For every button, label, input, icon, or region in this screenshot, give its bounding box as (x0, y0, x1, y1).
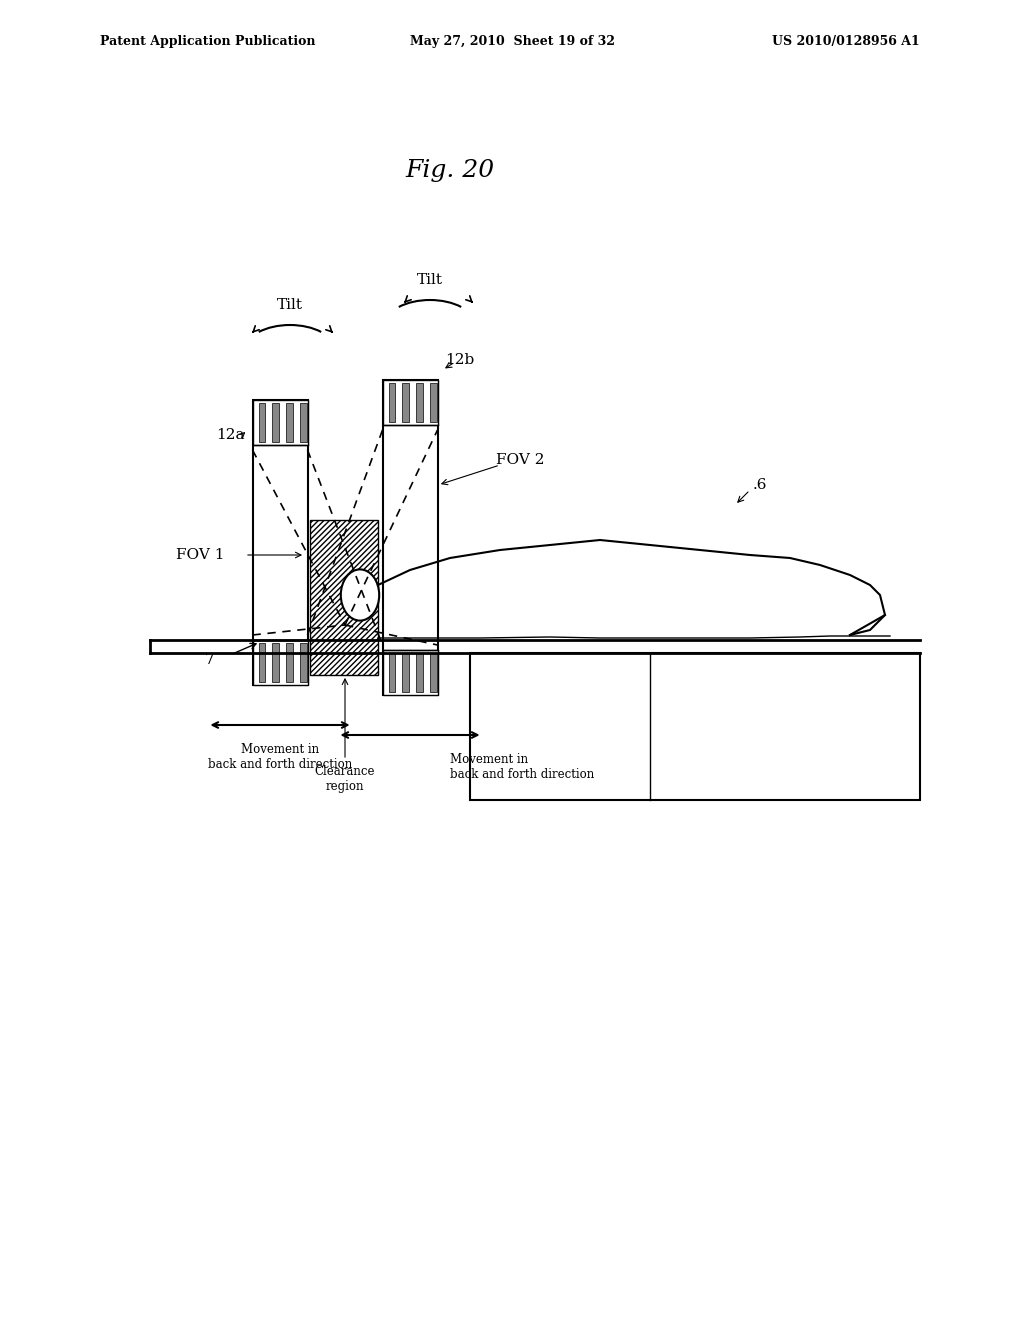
Text: 12b: 12b (445, 352, 475, 367)
Text: Tilt: Tilt (278, 298, 303, 312)
Text: FOV 1: FOV 1 (176, 548, 224, 562)
Text: 12a: 12a (216, 428, 245, 442)
Bar (286, 403, 293, 442)
Bar (383, 649, 437, 696)
Text: Tilt: Tilt (417, 273, 443, 286)
Bar (300, 403, 307, 442)
Bar (259, 403, 265, 442)
Text: US 2010/0128956 A1: US 2010/0128956 A1 (772, 36, 920, 48)
Bar (272, 403, 280, 442)
Bar (416, 653, 423, 692)
Bar (470, 653, 920, 800)
FancyBboxPatch shape (383, 380, 437, 696)
Bar (402, 383, 410, 422)
Text: Fig. 20: Fig. 20 (406, 158, 495, 181)
Text: 7: 7 (205, 653, 215, 667)
Bar (259, 643, 265, 682)
Bar (383, 380, 437, 425)
Bar (300, 643, 307, 682)
Bar (389, 653, 395, 692)
Text: May 27, 2010  Sheet 19 of 32: May 27, 2010 Sheet 19 of 32 (410, 36, 614, 48)
Bar (253, 400, 307, 445)
Polygon shape (310, 520, 378, 675)
Bar (430, 383, 437, 422)
Bar (416, 383, 423, 422)
Text: .6: .6 (753, 478, 767, 492)
Bar (430, 653, 437, 692)
Text: Clearance
region: Clearance region (314, 766, 375, 793)
Bar (402, 653, 410, 692)
Text: Movement in
back and forth direction: Movement in back and forth direction (208, 743, 352, 771)
Ellipse shape (341, 569, 379, 620)
Text: Patent Application Publication: Patent Application Publication (100, 36, 315, 48)
Text: FOV 2: FOV 2 (496, 453, 544, 467)
Bar (253, 640, 307, 685)
Bar (286, 643, 293, 682)
Text: Movement in
back and forth direction: Movement in back and forth direction (450, 752, 594, 781)
Bar (389, 383, 395, 422)
FancyBboxPatch shape (253, 400, 307, 685)
Bar (272, 643, 280, 682)
